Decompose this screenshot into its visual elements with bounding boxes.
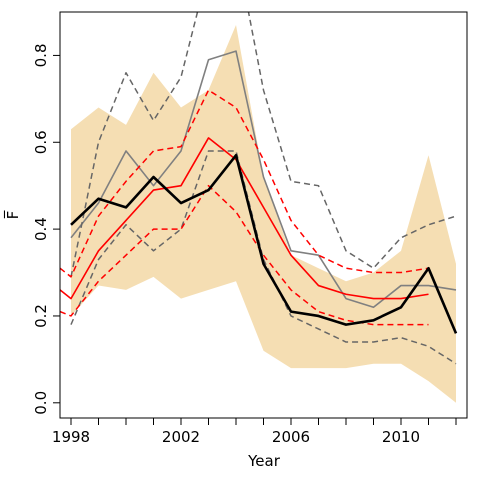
x-tick-label-2002: 2002 xyxy=(162,428,200,446)
x-tick-label-1998: 1998 xyxy=(52,428,90,446)
confidence-band xyxy=(71,25,456,403)
series-line-red-dashed-4 xyxy=(60,89,429,278)
x-axis-title: Year xyxy=(247,452,281,470)
y-tick-label-0: 0.0 xyxy=(32,391,50,415)
y-tick-label-0.8: 0.8 xyxy=(32,43,50,67)
x-tick-label-2006: 2006 xyxy=(272,428,310,446)
y-tick-label-0.4: 0.4 xyxy=(32,217,50,241)
series-line-black-solid-6 xyxy=(70,153,458,334)
x-tick-label-2010: 2010 xyxy=(382,428,420,446)
y-tick-label-0.2: 0.2 xyxy=(32,304,50,328)
y-axis-title: F̅ xyxy=(3,210,22,220)
series-line-gray-dashed-1 xyxy=(70,12,457,278)
series-line-gray-solid-0 xyxy=(70,50,457,309)
y-tick-label-0.6: 0.6 xyxy=(32,130,50,154)
